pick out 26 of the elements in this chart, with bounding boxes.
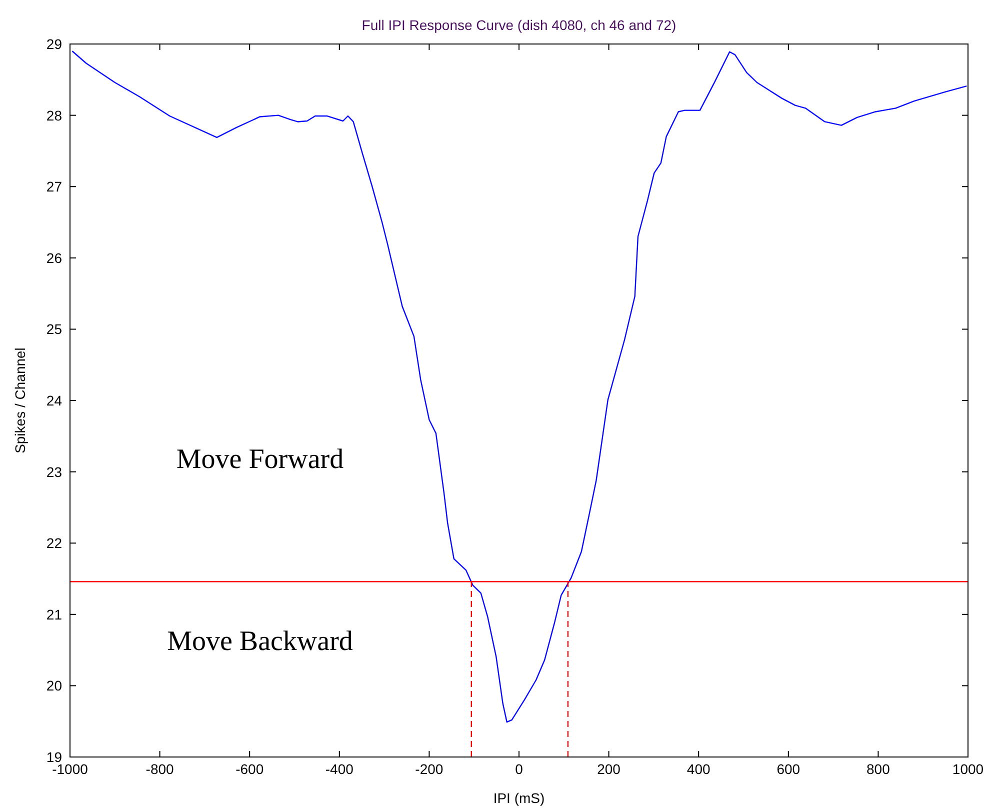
line-series (72, 50, 968, 723)
y-tick-label: 26 (46, 250, 62, 266)
x-tick-label: -200 (415, 761, 444, 777)
x-tick-label: -400 (325, 761, 354, 777)
x-tick-label: 400 (686, 761, 710, 777)
chart-title: Full IPI Response Curve (dish 4080, ch 46 and 72) (362, 17, 676, 33)
y-tick-label: 22 (46, 535, 62, 552)
x-tick-label: 0 (515, 761, 524, 777)
x-tick-label: 800 (866, 761, 890, 777)
x-tick-label: 200 (597, 761, 621, 777)
y-tick-label: 29 (46, 36, 62, 52)
x-axis-title: IPI (mS) (493, 790, 545, 806)
y-tick-label: 25 (46, 321, 62, 338)
y-tick-label: 28 (46, 107, 62, 124)
y-axis-title: Spikes / Channel (12, 348, 28, 454)
y-tick-label: 23 (46, 464, 62, 480)
x-tick-label: 1000 (952, 761, 984, 777)
annotation: Move Forward (176, 444, 344, 476)
x-tick-label: 600 (776, 761, 800, 777)
y-tick-label: 27 (46, 178, 62, 195)
annotation: Move Backward (167, 626, 353, 658)
y-tick-label: 24 (46, 392, 62, 408)
x-tick-label: -800 (146, 761, 174, 777)
y-tick-label: 21 (46, 606, 62, 622)
x-tick-label: -600 (236, 761, 264, 777)
y-tick-label: 20 (46, 678, 62, 694)
